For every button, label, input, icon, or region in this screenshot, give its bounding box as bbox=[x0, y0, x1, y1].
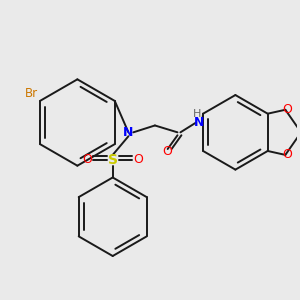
Text: H: H bbox=[193, 109, 201, 119]
Text: N: N bbox=[194, 116, 204, 129]
Text: S: S bbox=[108, 153, 118, 167]
Text: O: O bbox=[82, 153, 92, 166]
Text: N: N bbox=[123, 126, 134, 139]
Text: Br: Br bbox=[25, 87, 38, 100]
Text: O: O bbox=[163, 146, 172, 158]
Text: O: O bbox=[133, 153, 143, 166]
Text: O: O bbox=[282, 103, 292, 116]
Text: O: O bbox=[282, 148, 292, 161]
